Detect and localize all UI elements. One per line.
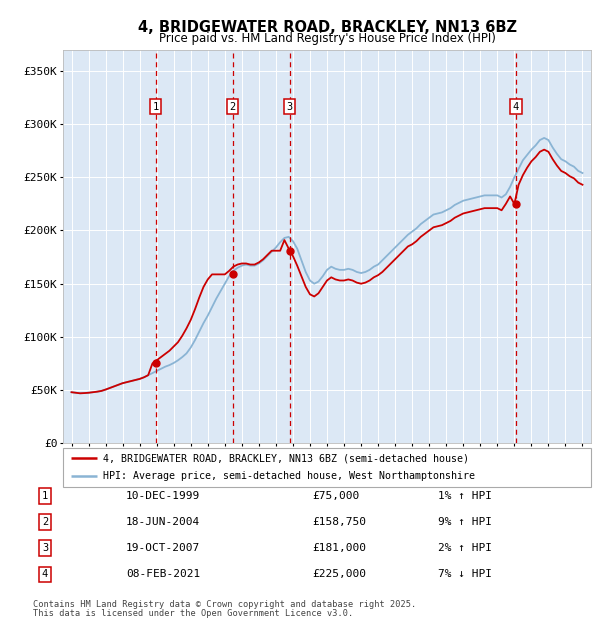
Text: 9% ↑ HPI: 9% ↑ HPI — [438, 517, 492, 527]
Text: 19-OCT-2007: 19-OCT-2007 — [126, 543, 200, 553]
Text: Contains HM Land Registry data © Crown copyright and database right 2025.: Contains HM Land Registry data © Crown c… — [33, 600, 416, 609]
Text: £75,000: £75,000 — [312, 491, 359, 501]
FancyBboxPatch shape — [63, 448, 591, 487]
Text: 1: 1 — [42, 491, 48, 501]
Text: 2: 2 — [230, 102, 236, 112]
Text: 1% ↑ HPI: 1% ↑ HPI — [438, 491, 492, 501]
Text: 2: 2 — [42, 517, 48, 527]
Text: This data is licensed under the Open Government Licence v3.0.: This data is licensed under the Open Gov… — [33, 609, 353, 618]
Text: 4: 4 — [513, 102, 519, 112]
Text: 1: 1 — [152, 102, 159, 112]
Text: 08-FEB-2021: 08-FEB-2021 — [126, 569, 200, 579]
Text: 2% ↑ HPI: 2% ↑ HPI — [438, 543, 492, 553]
Text: £158,750: £158,750 — [312, 517, 366, 527]
Text: £225,000: £225,000 — [312, 569, 366, 579]
Text: £181,000: £181,000 — [312, 543, 366, 553]
Text: 3: 3 — [42, 543, 48, 553]
Text: 7% ↓ HPI: 7% ↓ HPI — [438, 569, 492, 579]
Text: 4, BRIDGEWATER ROAD, BRACKLEY, NN13 6BZ: 4, BRIDGEWATER ROAD, BRACKLEY, NN13 6BZ — [137, 20, 517, 35]
Text: 4, BRIDGEWATER ROAD, BRACKLEY, NN13 6BZ (semi-detached house): 4, BRIDGEWATER ROAD, BRACKLEY, NN13 6BZ … — [103, 453, 469, 463]
Text: 4: 4 — [42, 569, 48, 579]
Text: Price paid vs. HM Land Registry's House Price Index (HPI): Price paid vs. HM Land Registry's House … — [158, 32, 496, 45]
Text: 3: 3 — [286, 102, 293, 112]
Text: HPI: Average price, semi-detached house, West Northamptonshire: HPI: Average price, semi-detached house,… — [103, 471, 475, 481]
Text: 10-DEC-1999: 10-DEC-1999 — [126, 491, 200, 501]
Text: 18-JUN-2004: 18-JUN-2004 — [126, 517, 200, 527]
